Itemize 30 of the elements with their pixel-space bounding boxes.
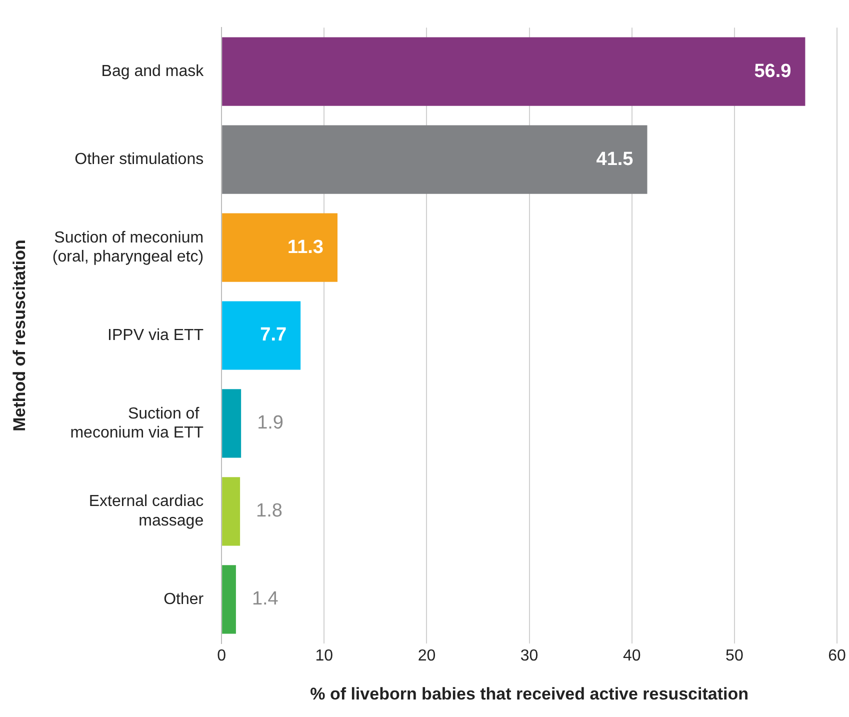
data-label: 7.7 — [260, 324, 287, 346]
x-tick-label: 60 — [828, 647, 846, 664]
y-tick-label: Suction of meconium (oral, pharyngeal etc) — [52, 229, 204, 266]
x-tick-label: 0 — [217, 647, 226, 664]
y-axis-title: Method of resuscitation — [10, 240, 29, 432]
data-label: 1.8 — [256, 500, 282, 522]
y-tick-label: Bag and mask — [101, 62, 205, 80]
x-tick-label: 30 — [520, 647, 538, 664]
y-tick-label: Other stimulations — [74, 150, 204, 168]
x-tick-label: 10 — [315, 647, 334, 664]
x-tick-label: 40 — [622, 647, 641, 664]
x-axis-title: % of liveborn babies that received active resuscitation — [310, 684, 748, 704]
y-tick-label: External cardiac massage — [88, 493, 204, 530]
y-tick-label: Suction of meconium via ETT — [70, 405, 204, 442]
data-label: 11.3 — [288, 236, 324, 258]
data-label: 56.9 — [754, 60, 792, 82]
bar — [222, 301, 301, 370]
bar — [222, 565, 236, 634]
y-tick-label: IPPV via ETT — [108, 326, 204, 344]
x-tick-label: 50 — [726, 647, 744, 664]
data-label: 1.9 — [257, 412, 284, 434]
bar — [222, 37, 806, 106]
y-tick-label: Other — [164, 590, 204, 608]
bar — [222, 477, 240, 546]
bar — [222, 389, 242, 458]
x-tick-label: 20 — [418, 647, 436, 664]
bar — [222, 213, 338, 282]
bar — [222, 125, 648, 194]
data-label: 1.4 — [252, 588, 279, 610]
data-label: 41.5 — [596, 148, 634, 170]
